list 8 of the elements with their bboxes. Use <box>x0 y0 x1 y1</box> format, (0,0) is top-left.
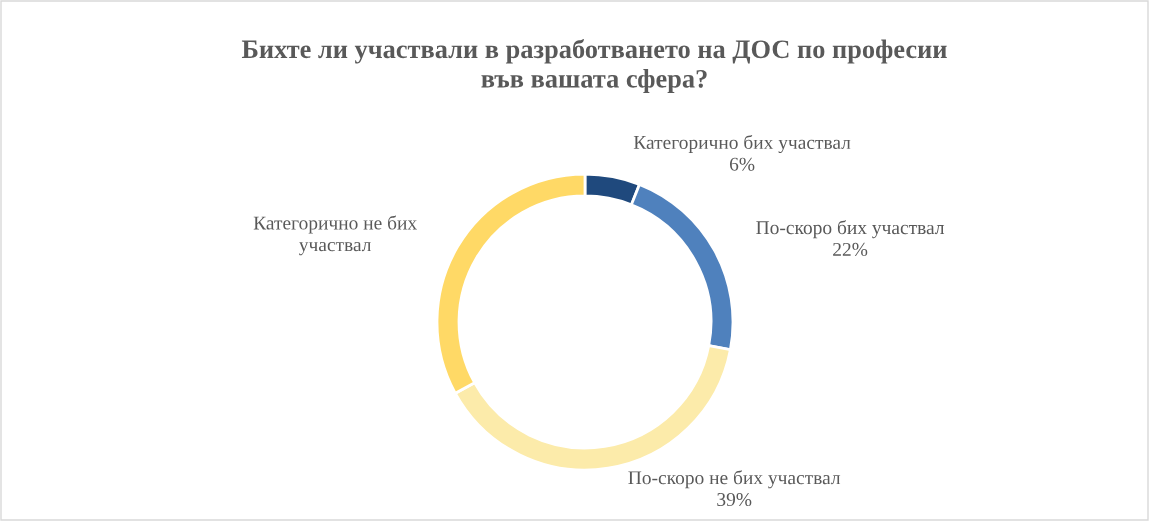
slice-label: Категорично бих участвал <box>633 134 851 154</box>
data-label: 39% <box>717 492 752 507</box>
slice-label: По-скоро не бих участвал <box>628 470 841 489</box>
slice-label: По-скоро бих участвал <box>756 220 945 239</box>
slice-label: Категорично не бих участвал <box>253 215 417 256</box>
chart-title: Бихте ли участвали в разработването на ДОС по професии във вашата сфера? <box>241 39 947 93</box>
data-label: 6% <box>729 157 755 171</box>
data-label: 22% <box>833 242 868 257</box>
